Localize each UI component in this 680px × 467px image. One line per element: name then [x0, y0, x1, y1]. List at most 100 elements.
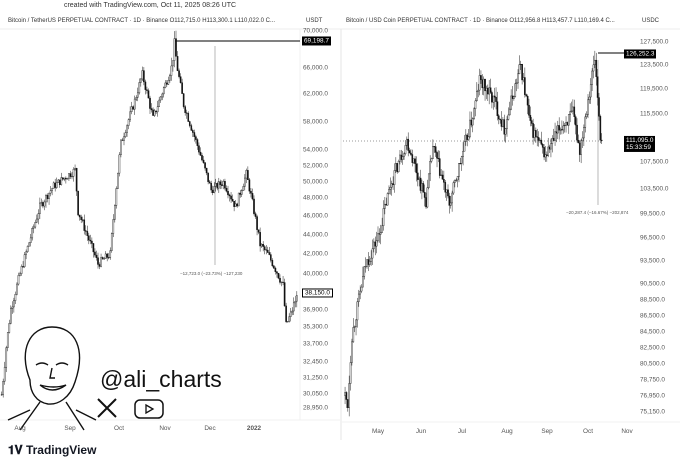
candle: [566, 122, 569, 126]
candle: [580, 140, 582, 155]
candle: [573, 106, 576, 117]
candle: [570, 110, 573, 112]
candle: [244, 177, 246, 187]
time-tick-label: Sep: [541, 428, 553, 435]
candle: [562, 125, 565, 131]
candle: [390, 183, 393, 188]
candle: [487, 87, 489, 95]
candle: [34, 222, 37, 228]
candle: [381, 225, 383, 233]
right-measure-label: −20,287.4 (−16.67%) −202,874: [566, 210, 629, 215]
candle: [528, 104, 530, 116]
candle: [576, 124, 578, 141]
candle: [49, 190, 52, 194]
tradingview-wordmark: TradingView: [25, 443, 97, 457]
candle: [256, 216, 258, 230]
candle: [569, 111, 571, 115]
candle: [29, 237, 32, 243]
candle: [52, 182, 55, 189]
candle: [158, 99, 160, 107]
candle: [46, 195, 49, 199]
candle: [411, 154, 414, 163]
price-tick-label: 103,500.0: [640, 185, 669, 193]
candle: [397, 161, 400, 173]
candle: [184, 106, 186, 113]
candle: [546, 154, 548, 156]
candle: [71, 176, 73, 178]
candle: [204, 162, 206, 169]
candle: [451, 192, 453, 204]
candle: [471, 118, 474, 126]
candle: [504, 128, 507, 135]
candle: [126, 125, 128, 133]
candle: [555, 131, 558, 134]
candle: [48, 192, 50, 199]
candle: [502, 119, 504, 127]
candle: [66, 178, 69, 180]
candle: [234, 203, 237, 207]
price-tick-label: 66,000.0: [303, 64, 328, 72]
price-tick-label: 70,000.0: [303, 27, 328, 35]
candle: [344, 392, 346, 396]
candle: [144, 81, 147, 90]
candle: [172, 60, 174, 67]
candle: [541, 144, 544, 148]
candle: [225, 188, 228, 192]
candle: [385, 203, 388, 206]
tradingview-logo-icon: 𝟏𝐕: [8, 443, 26, 457]
candle: [97, 257, 99, 265]
time-tick-label: Oct: [114, 425, 124, 432]
candle: [121, 139, 124, 141]
candle: [201, 155, 203, 161]
time-tick-label: May: [371, 428, 385, 435]
candle: [434, 146, 437, 153]
candle: [147, 90, 150, 99]
candle: [436, 152, 438, 159]
candle: [496, 101, 499, 117]
candle: [199, 151, 202, 156]
candle: [159, 96, 162, 101]
candle: [473, 108, 475, 119]
candle: [418, 177, 420, 180]
candle: [554, 131, 556, 141]
time-tick-label: Aug: [501, 428, 513, 435]
candle: [195, 136, 197, 140]
candle: [248, 179, 251, 192]
candle: [92, 243, 95, 253]
candle: [146, 89, 148, 91]
candle: [374, 241, 377, 247]
youtube-icon[interactable]: [134, 399, 164, 419]
candle: [539, 139, 541, 141]
candle: [600, 139, 603, 141]
candle: [150, 108, 153, 111]
candle: [448, 195, 451, 206]
candle: [114, 205, 116, 220]
avatar-illustration: [7, 326, 97, 431]
candle: [550, 143, 552, 150]
bar-countdown: 15:33:59: [626, 144, 651, 151]
candle: [515, 82, 518, 84]
price-tick-label: 48,000.0: [303, 194, 328, 202]
x-logo-icon[interactable]: [96, 398, 118, 418]
candle: [495, 96, 497, 102]
candle: [548, 146, 551, 150]
candle: [242, 186, 245, 191]
candle: [120, 139, 122, 156]
candle: [211, 189, 214, 193]
candle: [224, 181, 226, 189]
price-tick-label: 32,450.0: [303, 358, 328, 366]
candle: [260, 244, 263, 247]
tradingview-logo[interactable]: 𝟏𝐕 TradingView: [8, 443, 96, 458]
candle: [543, 147, 545, 158]
candle: [233, 200, 235, 207]
right-currency: USDC: [642, 18, 660, 24]
candle: [32, 226, 35, 229]
candle: [492, 95, 495, 103]
candle: [100, 257, 102, 267]
candle: [250, 190, 252, 194]
candle: [210, 183, 212, 191]
candle: [422, 183, 425, 193]
candle: [55, 182, 58, 188]
candle: [198, 145, 200, 153]
